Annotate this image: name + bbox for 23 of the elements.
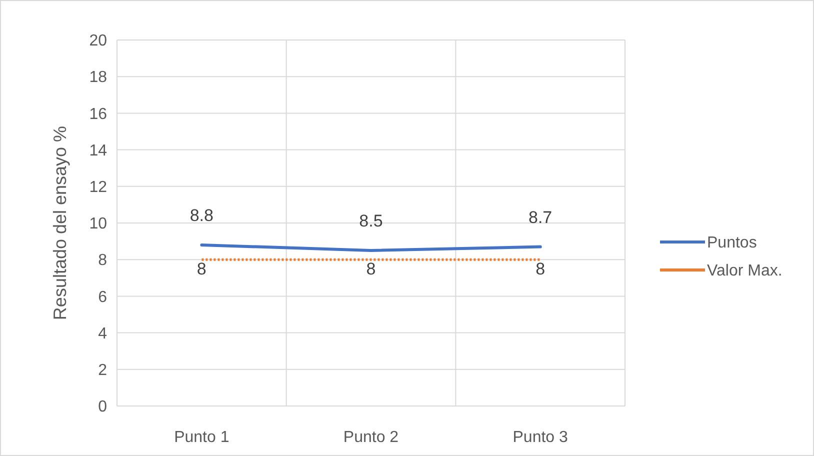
y-tick-label: 16	[89, 106, 108, 123]
legend-label: Puntos	[707, 234, 757, 252]
y-tick-label: 8	[98, 252, 108, 270]
y-axis-title: Resultado del ensayo %	[50, 126, 70, 320]
data-label: 8.5	[359, 211, 383, 230]
x-tick-label: Punto 1	[174, 429, 230, 446]
y-tick-label: 6	[98, 288, 108, 306]
y-tick-label: 14	[89, 142, 108, 160]
x-tick-label: Punto 3	[512, 429, 568, 446]
x-tick-label: Punto 2	[343, 429, 399, 446]
data-label: 8	[196, 260, 206, 279]
y-tick-label: 0	[98, 398, 108, 416]
data-label: 8	[366, 260, 376, 279]
y-tick-label: 10	[89, 216, 108, 233]
data-label: 8.7	[528, 208, 552, 227]
y-tick-label: 2	[98, 362, 108, 379]
y-tick-label: 12	[89, 179, 108, 196]
legend-label: Valor Max.	[707, 262, 782, 280]
y-tick-label: 20	[89, 32, 108, 50]
y-tick-label: 18	[89, 69, 108, 86]
data-label: 8.8	[190, 206, 214, 225]
y-tick-label: 4	[98, 325, 108, 342]
data-label: 8	[536, 260, 546, 279]
